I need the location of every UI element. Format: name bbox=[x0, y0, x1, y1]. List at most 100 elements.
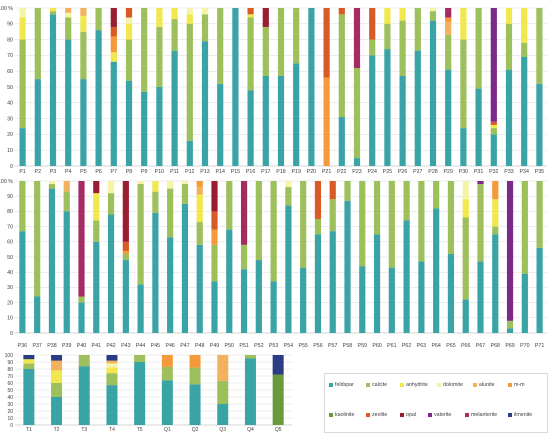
x-tick-label-T2: T2 bbox=[54, 427, 60, 433]
bar-segment-T1-calcite bbox=[23, 363, 35, 369]
y-tick-label: 40 bbox=[7, 395, 13, 401]
bar-segment-P66-calcite bbox=[462, 217, 469, 300]
bar-segment-T5-feldspar bbox=[134, 362, 146, 425]
bar-segment-P25-anhydrite bbox=[384, 8, 391, 24]
x-tick-label-P3: P3 bbox=[50, 169, 57, 175]
x-tick-label-P14: P14 bbox=[215, 169, 224, 175]
bar-segment-P39-alunite bbox=[63, 181, 70, 192]
bar-segment-P22-calcite bbox=[338, 14, 345, 118]
bar-segment-P49-feldspar bbox=[211, 281, 218, 333]
bar-segment-P17-opal bbox=[262, 8, 269, 27]
bar-segment-P48-calcite bbox=[196, 222, 203, 245]
y-tick-label: 100 % bbox=[0, 6, 13, 12]
legend-item-vaterite: vaterite bbox=[428, 412, 451, 418]
bar-segment-P15-feldspar bbox=[232, 8, 239, 166]
bar-segment-P44-dolomite bbox=[137, 181, 144, 185]
bar-segment-P32-vaterite bbox=[490, 8, 497, 122]
x-tick-label-P31: P31 bbox=[474, 169, 483, 175]
bar-segment-Q2-calcite bbox=[189, 367, 201, 385]
bar-segment-P71-feldspar bbox=[536, 247, 543, 333]
x-tick-label-P4: P4 bbox=[65, 169, 72, 175]
bar-segment-P44-calcite bbox=[137, 184, 144, 285]
bar-segment-P55-calcite bbox=[300, 181, 307, 268]
bar-segment-P48-alunite bbox=[196, 187, 203, 195]
x-tick-label-P28: P28 bbox=[428, 169, 437, 175]
bar-segment-T2-alunite bbox=[51, 360, 63, 371]
bar-segment-T2-anhydrite bbox=[51, 370, 63, 383]
bar-segment-P54-dolomite bbox=[285, 181, 292, 188]
bar-segment-P43-feldspar bbox=[122, 260, 129, 333]
x-tick-label-Q5: Q5 bbox=[275, 427, 282, 433]
bar-segment-P42-dolomite bbox=[107, 181, 115, 194]
x-tick-label-P57: P57 bbox=[328, 343, 337, 349]
bar-segment-P58-calcite bbox=[344, 181, 351, 201]
x-tick-label-P2: P2 bbox=[35, 169, 42, 175]
bar-segment-P43-zeolite bbox=[122, 241, 129, 251]
x-tick-label-P5: P5 bbox=[80, 169, 87, 175]
bar-segment-P58-feldspar bbox=[344, 200, 351, 333]
x-tick-label-T1: T1 bbox=[26, 427, 32, 433]
x-tick-label-P62: P62 bbox=[402, 343, 411, 349]
bar-segment-P52-feldspar bbox=[255, 260, 262, 333]
bar-segment-P51-calcite bbox=[240, 244, 248, 270]
x-tick-label-P35: P35 bbox=[535, 169, 544, 175]
bar-segment-P35-feldspar bbox=[536, 83, 543, 166]
x-tick-label-P47: P47 bbox=[180, 343, 189, 349]
y-tick-label: 70 bbox=[7, 53, 13, 59]
bar-segment-P44-feldspar bbox=[137, 284, 144, 333]
x-tick-label-P24: P24 bbox=[367, 169, 376, 175]
bar-segment-P46-calcite bbox=[167, 188, 174, 238]
bar-segment-P61-feldspar bbox=[388, 267, 395, 333]
bar-segment-P4-calcite bbox=[65, 17, 72, 40]
x-tick-label-P39: P39 bbox=[62, 343, 71, 349]
bar-segment-P17-calcite bbox=[262, 26, 269, 76]
bar-segment-P33-feldspar bbox=[505, 69, 513, 166]
bar-segment-P56-feldspar bbox=[314, 234, 322, 333]
y-tick-label: 70 bbox=[7, 374, 13, 380]
bar-segment-P8-dolomite bbox=[125, 17, 133, 24]
x-tick-label-P26: P26 bbox=[398, 169, 407, 175]
bar-segment-P32-anhydrite bbox=[490, 124, 497, 129]
bar-segment-P26-calcite bbox=[399, 20, 406, 76]
x-tick-label-P6: P6 bbox=[95, 169, 102, 175]
bar-segment-P32-calcite bbox=[490, 128, 497, 135]
bar-segment-P1-anhydrite bbox=[19, 17, 26, 40]
bar-segment-P68-feldspar bbox=[492, 234, 499, 333]
bar-segment-Q5-ilmenite bbox=[272, 355, 284, 375]
bar-segment-P67-calcite bbox=[477, 184, 484, 262]
legend-item-m-m: m-m bbox=[508, 382, 525, 388]
bar-segment-P54-calcite bbox=[285, 187, 292, 206]
bar-segment-T4-alunite bbox=[106, 360, 118, 364]
x-tick-label-P58: P58 bbox=[343, 343, 352, 349]
bar-segment-P24-zeolite bbox=[369, 8, 376, 40]
bar-segment-T1-anhydrite bbox=[23, 359, 35, 364]
x-tick-label-P15: P15 bbox=[231, 169, 240, 175]
bar-segment-P7-opal bbox=[110, 8, 117, 27]
bar-segment-P29-alunite bbox=[445, 22, 452, 35]
bar-segment-P71-calcite bbox=[536, 181, 543, 248]
bar-segment-P70-calcite bbox=[521, 181, 528, 274]
x-tick-label-P59: P59 bbox=[358, 343, 367, 349]
x-tick-label-T5: T5 bbox=[137, 427, 143, 433]
bar-segment-P31-feldspar bbox=[475, 88, 482, 166]
bar-segment-P38-calcite bbox=[48, 184, 56, 189]
x-tick-label-P67: P67 bbox=[476, 343, 485, 349]
bar-segment-P43-opal bbox=[122, 181, 129, 242]
bar-segment-P26-feldspar bbox=[399, 75, 406, 166]
y-tick-label: 90 bbox=[7, 194, 13, 200]
bar-segment-T4-dolomite bbox=[106, 363, 118, 368]
bar-segment-Q3-alunite bbox=[217, 355, 229, 381]
x-tick-label-P63: P63 bbox=[417, 343, 426, 349]
bar-segment-P56-calcite bbox=[314, 219, 322, 235]
y-tick-label: 20 bbox=[7, 132, 13, 138]
bar-segment-P66-dolomite bbox=[462, 181, 469, 200]
bar-segment-P48-feldspar bbox=[196, 244, 203, 333]
bar-segment-P12-dolomite bbox=[186, 8, 193, 15]
x-tick-label-P38: P38 bbox=[47, 343, 56, 349]
bar-segment-P68-anhydrite bbox=[492, 199, 499, 227]
bar-segment-T4-calcite bbox=[106, 373, 118, 386]
bar-segment-P68-m-m bbox=[492, 181, 499, 200]
y-tick-label: 20 bbox=[7, 409, 13, 415]
